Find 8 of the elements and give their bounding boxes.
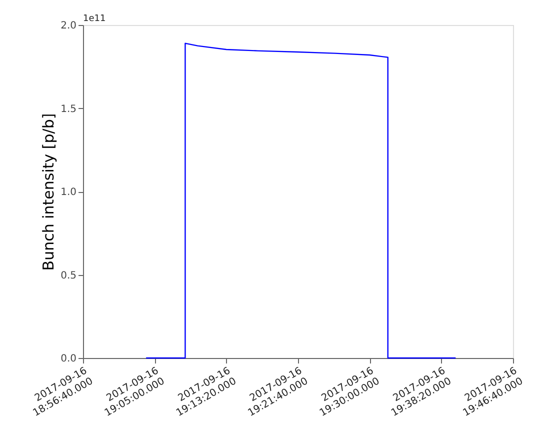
y-tick-label: 0.5 (60, 270, 76, 282)
y-tick-label: 1.5 (60, 104, 76, 115)
text: 1e11 (83, 14, 106, 24)
y-axis-title: Bunch intensity [p/b] (40, 113, 58, 271)
line-series (145, 42, 456, 359)
y-tick-label: 1.0 (60, 187, 76, 198)
y-tick-label: 0.0 (60, 354, 76, 364)
y-tick-label: 2.0 (60, 20, 76, 32)
